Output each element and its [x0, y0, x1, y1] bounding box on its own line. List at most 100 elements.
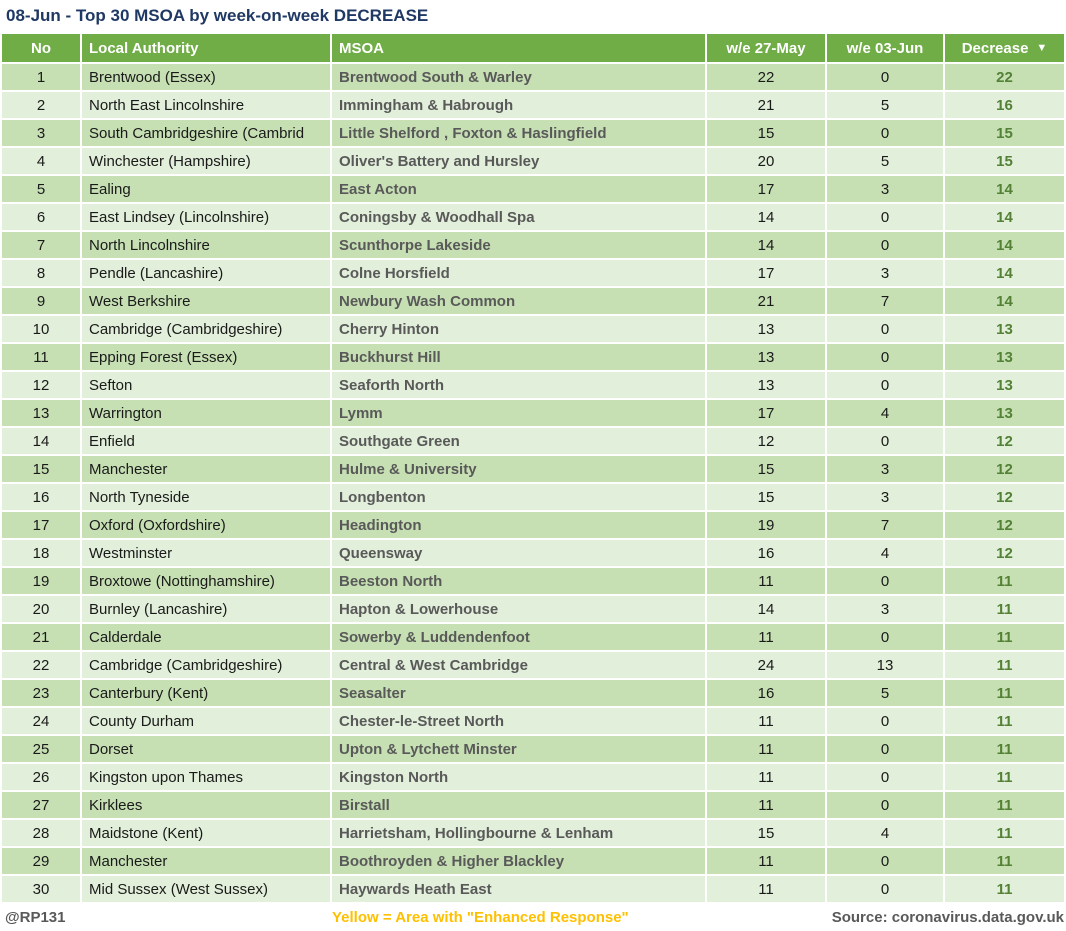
row-number-cell: 16 [2, 484, 80, 510]
we-03-jun-cell: 0 [827, 372, 943, 398]
decrease-cell: 11 [945, 736, 1064, 762]
msoa-cell: Sowerby & Luddendenfoot [332, 624, 705, 650]
we-27-may-cell: 19 [707, 512, 825, 538]
we-03-jun-cell: 0 [827, 204, 943, 230]
local-authority-cell: County Durham [82, 708, 330, 734]
column-header-no: No [2, 34, 80, 62]
we-03-jun-cell: 7 [827, 512, 943, 538]
we-27-may-cell: 22 [707, 64, 825, 90]
decrease-cell: 14 [945, 204, 1064, 230]
decrease-cell: 14 [945, 288, 1064, 314]
sort-descending-icon: ▼ [1036, 41, 1048, 54]
row-number-cell: 28 [2, 820, 80, 846]
local-authority-cell: Cambridge (Cambridgeshire) [82, 316, 330, 342]
decrease-cell: 13 [945, 344, 1064, 370]
row-number-cell: 21 [2, 624, 80, 650]
decrease-cell: 12 [945, 540, 1064, 566]
we-27-may-cell: 13 [707, 372, 825, 398]
we-03-jun-cell: 0 [827, 428, 943, 454]
local-authority-cell: Burnley (Lancashire) [82, 596, 330, 622]
we-27-may-cell: 17 [707, 400, 825, 426]
row-number-cell: 20 [2, 596, 80, 622]
local-authority-cell: Maidstone (Kent) [82, 820, 330, 846]
decrease-cell: 12 [945, 484, 1064, 510]
msoa-table: No Local Authority MSOA w/e 27-May w/e 0… [0, 32, 1066, 902]
decrease-cell: 11 [945, 596, 1064, 622]
decrease-cell: 11 [945, 624, 1064, 650]
row-number-cell: 25 [2, 736, 80, 762]
enhanced-response-legend: Yellow = Area with "Enhanced Response" [332, 909, 629, 926]
row-number-cell: 14 [2, 428, 80, 454]
row-number-cell: 8 [2, 260, 80, 286]
local-authority-cell: Canterbury (Kent) [82, 680, 330, 706]
row-number-cell: 17 [2, 512, 80, 538]
msoa-cell: Hulme & University [332, 456, 705, 482]
local-authority-cell: Cambridge (Cambridgeshire) [82, 652, 330, 678]
local-authority-cell: North Tyneside [82, 484, 330, 510]
local-authority-cell: Broxtowe (Nottinghamshire) [82, 568, 330, 594]
local-authority-cell: Kingston upon Thames [82, 764, 330, 790]
local-authority-cell: Dorset [82, 736, 330, 762]
row-number-cell: 19 [2, 568, 80, 594]
msoa-cell: Newbury Wash Common [332, 288, 705, 314]
local-authority-cell: South Cambridgeshire (Cambrid [82, 120, 330, 146]
row-number-cell: 23 [2, 680, 80, 706]
local-authority-cell: Warrington [82, 400, 330, 426]
local-authority-cell: Winchester (Hampshire) [82, 148, 330, 174]
row-number-cell: 22 [2, 652, 80, 678]
local-authority-cell: Kirklees [82, 792, 330, 818]
decrease-cell: 11 [945, 848, 1064, 874]
we-03-jun-cell: 0 [827, 708, 943, 734]
row-number-cell: 11 [2, 344, 80, 370]
data-source-label: Source: coronavirus.data.gov.uk [831, 909, 1064, 926]
we-03-jun-cell: 0 [827, 736, 943, 762]
we-03-jun-cell: 0 [827, 876, 943, 902]
column-header-decrease[interactable]: Decrease ▼ [945, 34, 1064, 62]
decrease-cell: 11 [945, 792, 1064, 818]
local-authority-cell: Ealing [82, 176, 330, 202]
msoa-cell: Seasalter [332, 680, 705, 706]
we-03-jun-cell: 3 [827, 484, 943, 510]
author-handle: @RP131 [5, 909, 66, 926]
local-authority-cell: North Lincolnshire [82, 232, 330, 258]
we-03-jun-cell: 3 [827, 260, 943, 286]
msoa-cell: Cherry Hinton [332, 316, 705, 342]
column-header-we-03-jun: w/e 03-Jun [827, 34, 943, 62]
we-03-jun-cell: 0 [827, 792, 943, 818]
msoa-cell: East Acton [332, 176, 705, 202]
row-number-cell: 1 [2, 64, 80, 90]
row-number-cell: 18 [2, 540, 80, 566]
we-27-may-cell: 13 [707, 316, 825, 342]
decrease-cell: 14 [945, 232, 1064, 258]
we-03-jun-cell: 0 [827, 344, 943, 370]
local-authority-cell: North East Lincolnshire [82, 92, 330, 118]
row-number-cell: 27 [2, 792, 80, 818]
page-title: 08-Jun - Top 30 MSOA by week-on-week DEC… [6, 6, 429, 25]
msoa-cell: Lymm [332, 400, 705, 426]
we-27-may-cell: 20 [707, 148, 825, 174]
msoa-cell: Brentwood South & Warley [332, 64, 705, 90]
we-27-may-cell: 21 [707, 92, 825, 118]
decrease-cell: 14 [945, 260, 1064, 286]
local-authority-cell: Manchester [82, 456, 330, 482]
row-number-cell: 10 [2, 316, 80, 342]
local-authority-cell: Pendle (Lancashire) [82, 260, 330, 286]
row-number-cell: 30 [2, 876, 80, 902]
local-authority-cell: Westminster [82, 540, 330, 566]
row-number-cell: 15 [2, 456, 80, 482]
we-03-jun-cell: 0 [827, 120, 943, 146]
we-27-may-cell: 15 [707, 820, 825, 846]
we-27-may-cell: 15 [707, 484, 825, 510]
we-27-may-cell: 17 [707, 176, 825, 202]
decrease-cell: 22 [945, 64, 1064, 90]
column-header-msoa: MSOA [332, 34, 705, 62]
msoa-cell: Upton & Lytchett Minster [332, 736, 705, 762]
we-27-may-cell: 11 [707, 848, 825, 874]
local-authority-cell: West Berkshire [82, 288, 330, 314]
local-authority-cell: Manchester [82, 848, 330, 874]
we-27-may-cell: 14 [707, 596, 825, 622]
decrease-cell: 12 [945, 512, 1064, 538]
decrease-cell: 11 [945, 568, 1064, 594]
row-number-cell: 13 [2, 400, 80, 426]
table-footer: @RP131 Yellow = Area with "Enhanced Resp… [0, 904, 1066, 931]
